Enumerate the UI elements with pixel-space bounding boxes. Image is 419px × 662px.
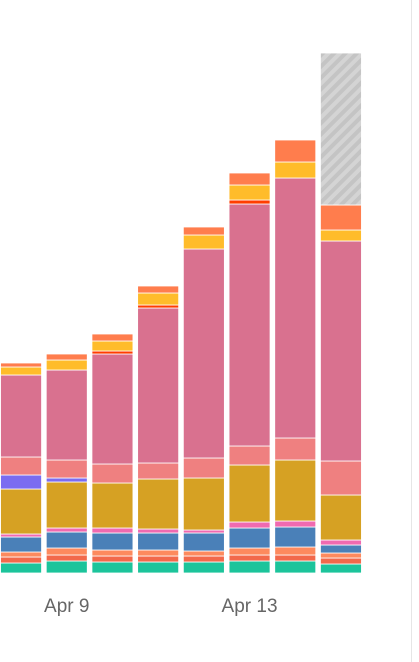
bar-segment xyxy=(182,226,225,236)
bar-segment xyxy=(45,477,88,483)
bar-segment xyxy=(274,554,317,562)
bar-segment xyxy=(91,482,134,529)
bar-segment xyxy=(182,532,225,552)
bar-segment xyxy=(137,285,180,294)
bar-segment xyxy=(274,177,317,439)
bar-segment xyxy=(137,462,180,480)
bar-segment xyxy=(182,561,225,574)
bar-segment xyxy=(0,366,42,376)
bar-segment xyxy=(274,437,317,461)
bar-segment xyxy=(320,552,362,559)
bar-segment xyxy=(182,457,225,479)
bar-segment xyxy=(274,161,317,179)
bar-segment xyxy=(228,547,271,556)
bar-segment xyxy=(45,459,88,479)
bar-segment xyxy=(0,536,42,553)
bar-segment xyxy=(0,556,42,564)
bar-segment xyxy=(0,474,42,490)
bar-segment xyxy=(274,459,317,522)
bar-segment xyxy=(182,248,225,459)
bar-segment xyxy=(182,550,225,557)
bar-segment xyxy=(228,445,271,466)
bar-segment xyxy=(137,555,180,563)
bar-segment xyxy=(91,527,134,534)
bar-segment xyxy=(137,304,180,309)
bar-segment xyxy=(45,353,88,361)
bar-segment xyxy=(228,184,271,201)
bar-segment xyxy=(182,234,225,250)
bar-segment xyxy=(228,527,271,549)
bar-segment xyxy=(320,557,362,565)
bar-segment xyxy=(228,199,271,205)
bar-segment xyxy=(228,554,271,562)
bar-segment xyxy=(274,546,317,556)
bar-segment xyxy=(0,374,42,458)
bar-segment xyxy=(137,561,180,574)
bar-segment xyxy=(320,240,362,462)
bar-segment xyxy=(137,528,180,534)
bar-segment xyxy=(45,554,88,562)
bar-segment xyxy=(320,494,362,541)
bar-segment xyxy=(0,362,42,368)
bar-segment xyxy=(228,172,271,186)
bar-segment xyxy=(0,456,42,476)
x-tick-label: Apr 13 xyxy=(222,596,278,617)
bar-segment xyxy=(45,560,88,574)
bar-segment xyxy=(320,563,362,574)
bar-segment xyxy=(274,560,317,574)
bar-segment xyxy=(91,532,134,551)
bar-segment xyxy=(182,555,225,563)
bar-segment xyxy=(0,533,42,538)
bar-segment xyxy=(45,527,88,533)
bar-segment xyxy=(137,532,180,551)
bar-segment xyxy=(45,481,88,529)
bar-segment xyxy=(45,369,88,461)
bar-segment xyxy=(228,560,271,574)
bar-segment xyxy=(91,353,134,465)
bar-segment xyxy=(91,340,134,352)
bar-segment xyxy=(0,551,42,558)
bar-segment xyxy=(320,460,362,496)
bar-segment xyxy=(45,531,88,549)
bar-segment xyxy=(45,547,88,556)
bar-segment xyxy=(320,544,362,554)
bar-segment xyxy=(228,464,271,523)
bar-segment xyxy=(320,204,362,231)
bar-segment xyxy=(182,477,225,531)
bar-segment xyxy=(320,539,362,546)
bar-segment xyxy=(137,307,180,464)
bar-segment xyxy=(274,139,317,163)
x-tick-label: Apr 9 xyxy=(44,596,89,617)
bar-segment xyxy=(274,526,317,548)
bar-segment xyxy=(91,333,134,342)
bar-segment xyxy=(137,549,180,557)
bar-segment xyxy=(0,488,42,535)
bar-segment xyxy=(137,478,180,530)
bar-segment xyxy=(228,521,271,529)
bar-segment xyxy=(91,463,134,484)
bar-segment xyxy=(45,359,88,371)
bar-segment xyxy=(320,52,362,206)
bar-segment xyxy=(320,229,362,242)
bar-segment xyxy=(91,555,134,563)
bar-segment xyxy=(91,350,134,355)
bar-segment xyxy=(182,529,225,534)
bar-segment xyxy=(137,292,180,306)
bar-segment xyxy=(0,562,42,574)
bar-segment xyxy=(91,561,134,574)
bar-segment xyxy=(91,549,134,557)
bar-segment xyxy=(274,520,317,528)
bar-segment xyxy=(228,203,271,447)
